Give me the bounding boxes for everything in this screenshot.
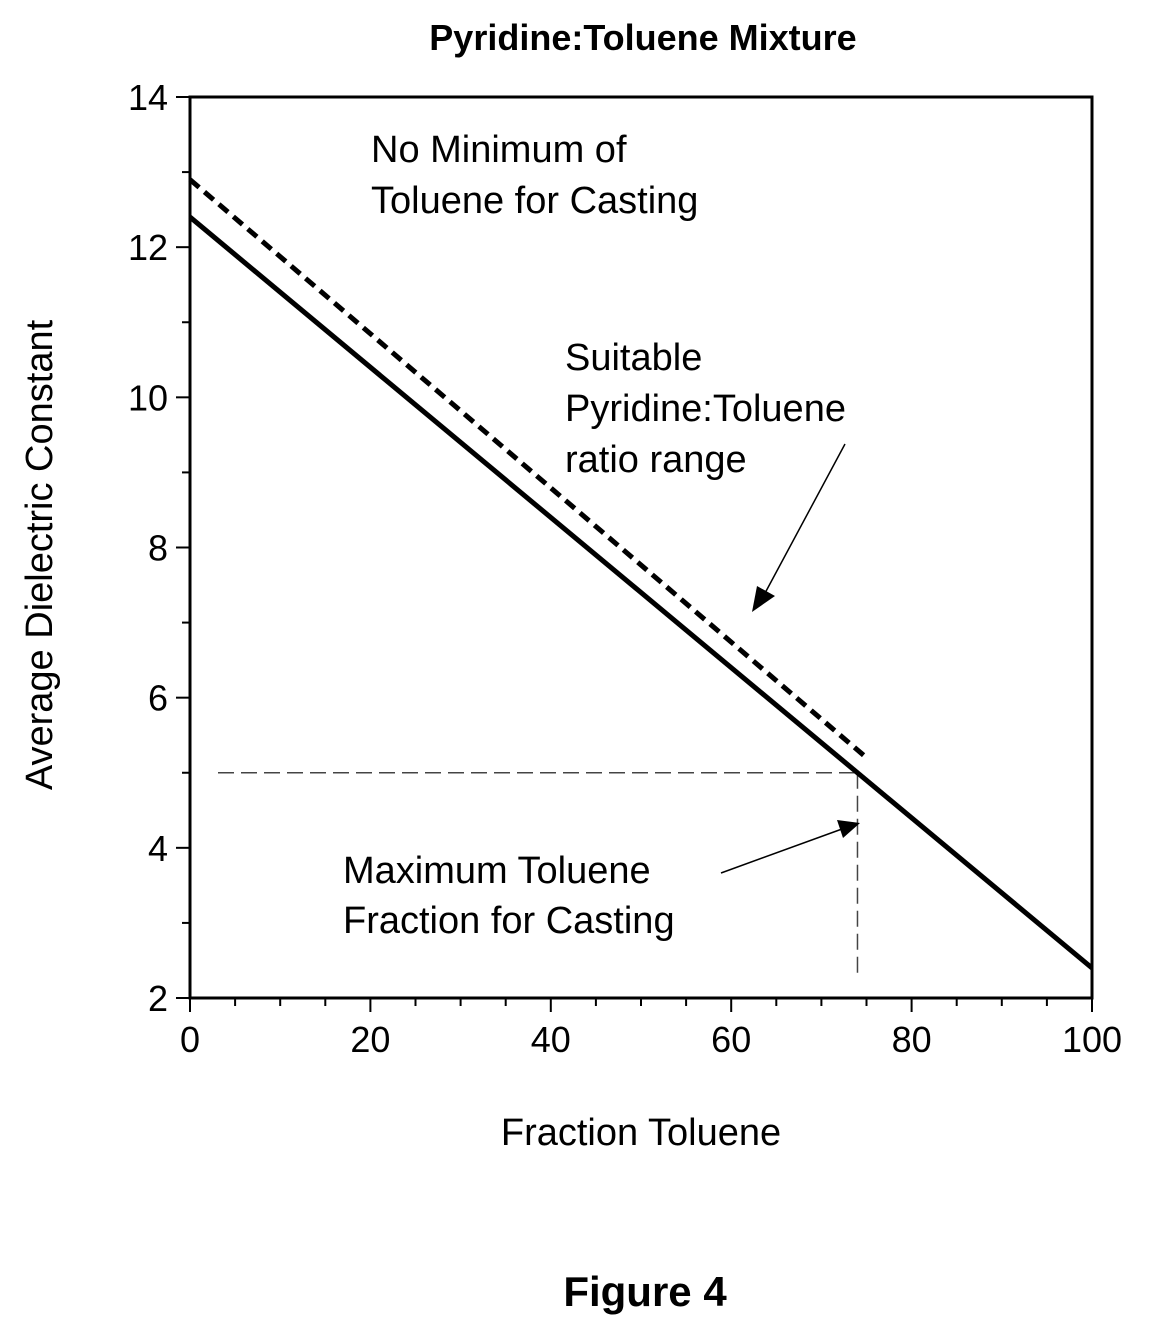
y-tick-label: 14 <box>128 77 168 118</box>
annotation-arrow-suitable <box>752 443 846 612</box>
x-tick-label: 0 <box>180 1019 200 1060</box>
annotation-maximum-toluene: Maximum Toluene Fraction for Casting <box>343 850 675 942</box>
annotation-line: Maximum Toluene <box>343 850 651 892</box>
x-tick-label: 60 <box>711 1019 751 1060</box>
annotation-line: Fraction for Casting <box>343 900 675 942</box>
x-tick-label: 100 <box>1062 1019 1122 1060</box>
series-line-solid <box>188 215 1094 970</box>
y-axis-label: Average Dielectric Constant <box>19 319 61 790</box>
y-tick-label: 8 <box>148 528 168 569</box>
annotation-line: Pyridine:Toluene <box>565 388 846 430</box>
x-tick-label: 20 <box>350 1019 390 1060</box>
y-tick-label: 4 <box>148 828 168 869</box>
annotation-line: Toluene for Casting <box>371 180 698 222</box>
annotation-line: ratio range <box>565 439 747 481</box>
x-tick-label: 80 <box>892 1019 932 1060</box>
x-tick-label: 40 <box>531 1019 571 1060</box>
annotation-no-minimum: No Minimum of Toluene for Casting <box>371 129 698 222</box>
y-tick-label: 12 <box>128 227 168 268</box>
annotation-arrow-maximum <box>720 820 860 874</box>
y-tick-label: 6 <box>148 678 168 719</box>
x-axis: 0 20 40 60 80 100 <box>180 998 1122 1060</box>
reference-lines <box>218 772 859 978</box>
x-axis-label: Fraction Toluene <box>501 1112 781 1154</box>
chart-title: Pyridine:Toluene Mixture <box>429 17 856 58</box>
y-tick-label: 2 <box>148 978 168 1019</box>
annotation-line: No Minimum of <box>371 129 627 171</box>
annotation-line: Suitable <box>565 337 702 379</box>
y-tick-label: 10 <box>128 377 168 418</box>
series-line-dashed <box>188 177 869 760</box>
annotation-suitable-range: Suitable Pyridine:Toluene ratio range <box>565 337 857 481</box>
figure-caption: Figure 4 <box>563 1268 727 1315</box>
series-lines <box>188 177 1094 970</box>
y-axis: 2 4 6 8 10 12 14 <box>128 77 190 1019</box>
